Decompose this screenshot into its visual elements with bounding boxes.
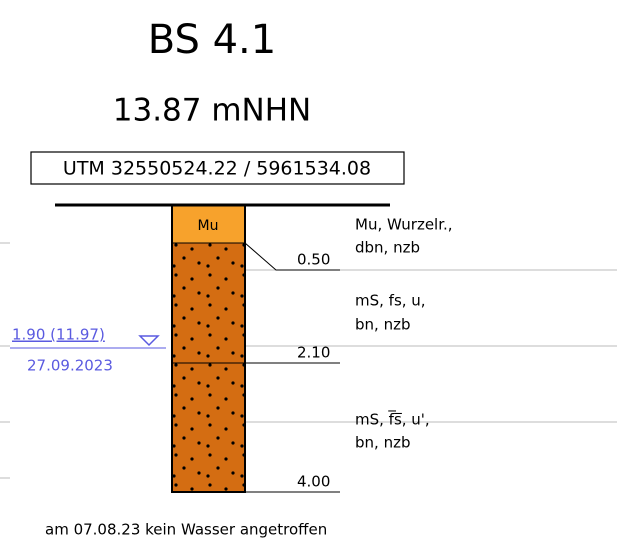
depth-line [244, 242, 340, 271]
layer-code: Mu [198, 218, 219, 234]
description: bn, nzb [355, 316, 410, 334]
coordinates: UTM 32550524.22 / 5961534.08 [63, 158, 371, 180]
depth: 2.10 [297, 344, 330, 362]
coordinates-box [30, 151, 405, 185]
elevation: 13.87 mNHN [113, 93, 312, 129]
depth: 0.50 [297, 251, 330, 269]
title: BS 4.1 [148, 17, 276, 63]
sand-pattern [172, 243, 245, 492]
description: mS, f̅s̅, u', [355, 410, 430, 429]
description: bn, nzb [355, 434, 410, 452]
depth: 4.00 [297, 473, 330, 491]
description: Mu, Wurzelr., [355, 216, 453, 234]
description: dbn, nzb [355, 239, 420, 257]
water-date: 27.09.2023 [27, 357, 113, 375]
description: mS, fs, u, [355, 292, 426, 310]
water-level: 1.90 (11.97) [12, 326, 105, 344]
layer-mu [172, 205, 245, 243]
water-symbol [138, 335, 160, 347]
note: am 07.08.23 kein Wasser angetroffen [45, 521, 327, 539]
